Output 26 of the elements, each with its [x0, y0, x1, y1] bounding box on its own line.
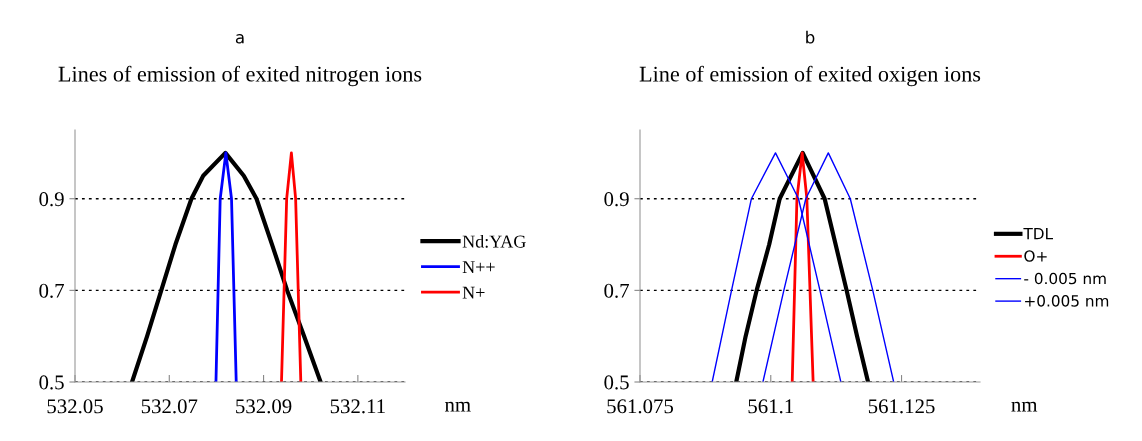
x-tick-label: 561.125	[868, 399, 935, 414]
x-tick-label: 532.05	[47, 399, 103, 414]
legend-label: TDL	[1023, 228, 1053, 240]
y-tick-label: 0.7	[39, 283, 64, 298]
x-tick-label: 561.1	[748, 399, 793, 414]
chart-subtitle: a	[235, 34, 244, 44]
legend-label: O+	[1024, 250, 1047, 262]
x-axis-title: nm	[444, 401, 471, 412]
chart-subtitle: b	[806, 30, 815, 44]
legend-label: Nd:YAG	[462, 234, 526, 248]
x-tick-label: 561.075	[607, 399, 674, 414]
x-tick-label: 532.07	[141, 399, 198, 414]
y-tick-label: 0.9	[604, 192, 629, 207]
x-tick-label: 532.11	[330, 399, 385, 414]
chart-title: Line of emission of exited oxigen ions	[639, 65, 981, 87]
y-tick-label: 0.9	[39, 192, 64, 207]
y-tick-label: 0.5	[39, 375, 64, 390]
legend-label: N++	[462, 261, 495, 273]
y-tick-label: 0.5	[604, 375, 629, 390]
chart-title: Lines of emission of exited nitrogen ions	[58, 65, 422, 87]
x-axis-title: nm	[1011, 401, 1038, 412]
x-tick-label: 532.09	[236, 399, 292, 414]
legend-label: N+	[462, 286, 485, 299]
legend-label: +0.005 nm	[1025, 295, 1109, 307]
y-tick-label: 0.7	[604, 283, 629, 298]
legend-label: - 0.005 nm	[1024, 272, 1106, 285]
